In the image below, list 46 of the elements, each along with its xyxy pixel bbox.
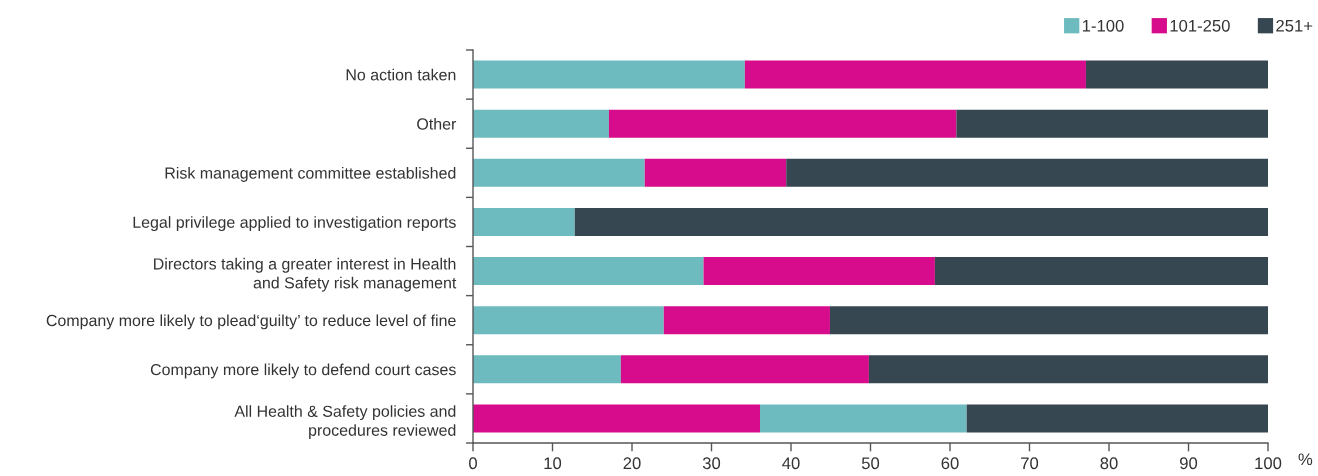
legend-label: 251+ — [1276, 19, 1313, 32]
bar — [644, 158, 787, 187]
bar — [956, 109, 1268, 138]
bar — [473, 109, 609, 138]
legend-label: 101-250 — [1170, 19, 1230, 32]
x-tick-label: 90 — [1180, 457, 1198, 470]
bar — [608, 109, 957, 138]
bar — [744, 60, 1086, 89]
y-tick-label: Directors taking a greater interest in Health and Safety risk management — [154, 257, 457, 292]
bar — [868, 355, 1268, 384]
bar — [620, 355, 869, 384]
bar — [473, 306, 664, 335]
x-tick-label: 10 — [544, 457, 562, 470]
x-tick-label: 30 — [702, 457, 721, 470]
y-tick-label: Risk management committee established — [165, 167, 456, 182]
x-tick-label: 80 — [1100, 457, 1118, 470]
bar — [473, 207, 575, 236]
bar — [1085, 60, 1268, 89]
bar — [473, 404, 760, 433]
bar — [473, 355, 621, 384]
x-tick-label: 60 — [941, 457, 959, 470]
legend-label: 1-100 — [1082, 19, 1124, 32]
x-tick-label: 0 — [469, 457, 477, 470]
bar — [663, 306, 830, 335]
bar — [473, 60, 745, 89]
bar — [829, 306, 1268, 335]
bar — [934, 257, 1268, 286]
x-tick-label: 20 — [623, 457, 641, 470]
bar — [473, 257, 704, 286]
y-tick-label: Legal privilege applied to investigation reports — [133, 216, 456, 232]
x-tick-label: 40 — [782, 457, 800, 470]
x-tick-label: 70 — [1021, 457, 1039, 470]
y-tick-label: Company more likely to defend court cases — [150, 363, 456, 379]
y-tick-label: No action taken — [346, 68, 456, 81]
y-tick-label: Other — [417, 117, 457, 130]
x-tick-label: 100 — [1255, 457, 1282, 470]
bar — [703, 257, 935, 286]
y-tick-label: All Health & Safety policies and procedures reviewed — [234, 405, 456, 440]
bar — [966, 404, 1268, 433]
y-tick-label: Company more likely to plead‘guilty’ to reduce level of fine — [46, 314, 456, 330]
bar — [574, 207, 1268, 236]
bar — [759, 404, 967, 433]
bar — [786, 158, 1268, 187]
x-axis-title: % — [1298, 453, 1313, 466]
x-tick-label: 50 — [861, 457, 880, 470]
bar — [473, 158, 645, 187]
